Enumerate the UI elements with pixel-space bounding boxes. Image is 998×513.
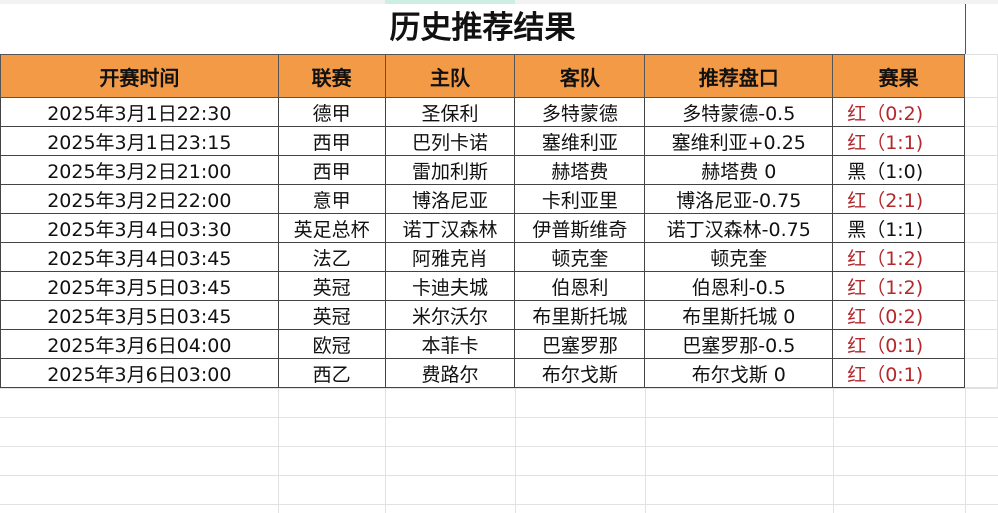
grid-line xyxy=(515,388,516,513)
cell-time[interactable]: 2025年3月1日22:30 xyxy=(0,97,279,127)
cell-result[interactable]: 红（1:1) xyxy=(832,126,966,156)
cell-result[interactable]: 红（0:1) xyxy=(832,358,966,388)
empty-cell[interactable] xyxy=(964,54,998,98)
cell-home[interactable]: 卡迪夫城 xyxy=(384,271,516,301)
cell-time[interactable]: 2025年3月5日03:45 xyxy=(0,271,279,301)
empty-cell[interactable] xyxy=(964,329,998,359)
empty-cell[interactable] xyxy=(964,242,998,272)
empty-grid xyxy=(0,388,998,513)
cell-league[interactable]: 西乙 xyxy=(277,358,386,388)
table-row: 2025年3月6日04:00 欧冠 本菲卡 巴塞罗那 巴塞罗那-0.5 红（0:1) xyxy=(0,329,998,359)
page-title: 历史推荐结果 xyxy=(0,4,966,54)
cell-league[interactable]: 法乙 xyxy=(277,242,386,272)
header-away[interactable]: 客队 xyxy=(514,54,646,98)
cell-league[interactable]: 英足总杯 xyxy=(277,213,386,243)
cell-result[interactable]: 红（1:2) xyxy=(832,242,966,272)
cell-time[interactable]: 2025年3月4日03:45 xyxy=(0,242,279,272)
cell-pick[interactable]: 多特蒙德-0.5 xyxy=(644,97,834,127)
cell-result[interactable]: 红（0:2) xyxy=(832,97,966,127)
cell-away[interactable]: 多特蒙德 xyxy=(514,97,646,127)
empty-cell[interactable] xyxy=(964,213,998,243)
table-row: 2025年3月1日22:30 德甲 圣保利 多特蒙德 多特蒙德-0.5 红（0:2) xyxy=(0,97,998,127)
cell-away[interactable]: 顿克奎 xyxy=(514,242,646,272)
cell-time[interactable]: 2025年3月6日03:00 xyxy=(0,358,279,388)
cell-home[interactable]: 阿雅克肖 xyxy=(384,242,516,272)
grid-line xyxy=(278,388,279,513)
header-pick[interactable]: 推荐盘口 xyxy=(644,54,834,98)
grid-line xyxy=(645,388,646,513)
empty-cell[interactable] xyxy=(964,97,998,127)
cell-league[interactable]: 欧冠 xyxy=(277,329,386,359)
cell-time[interactable]: 2025年3月5日03:45 xyxy=(0,300,279,330)
cell-league[interactable]: 西甲 xyxy=(277,126,386,156)
empty-cell[interactable] xyxy=(964,184,998,214)
header-row: 开赛时间 联赛 主队 客队 推荐盘口 赛果 xyxy=(0,54,998,98)
cell-league[interactable]: 西甲 xyxy=(277,155,386,185)
cell-time[interactable]: 2025年3月1日23:15 xyxy=(0,126,279,156)
cell-home[interactable]: 费路尔 xyxy=(384,358,516,388)
table-row: 2025年3月6日03:00 西乙 费路尔 布尔戈斯 布尔戈斯 0 红（0:1) xyxy=(0,358,998,388)
cell-pick[interactable]: 巴塞罗那-0.5 xyxy=(644,329,834,359)
cell-away[interactable]: 伊普斯维奇 xyxy=(514,213,646,243)
cell-home[interactable]: 巴列卡诺 xyxy=(384,126,516,156)
cell-result[interactable]: 黑（1:1) xyxy=(832,213,966,243)
cell-time[interactable]: 2025年3月2日21:00 xyxy=(0,155,279,185)
cell-home[interactable]: 米尔沃尔 xyxy=(384,300,516,330)
cell-away[interactable]: 卡利亚里 xyxy=(514,184,646,214)
table-row: 2025年3月2日22:00 意甲 博洛尼亚 卡利亚里 博洛尼亚-0.75 红（2:1) xyxy=(0,184,998,214)
header-result[interactable]: 赛果 xyxy=(832,54,966,98)
cell-away[interactable]: 伯恩利 xyxy=(514,271,646,301)
empty-cell[interactable] xyxy=(964,126,998,156)
table-row: 2025年3月4日03:30 英足总杯 诺丁汉森林 伊普斯维奇 诺丁汉森林-0.75 黑（… xyxy=(0,213,998,243)
cell-pick[interactable]: 塞维利亚+0.25 xyxy=(644,126,834,156)
cell-away[interactable]: 布尔戈斯 xyxy=(514,358,646,388)
cell-pick[interactable]: 诺丁汉森林-0.75 xyxy=(644,213,834,243)
cell-home[interactable]: 博洛尼亚 xyxy=(384,184,516,214)
table-row: 2025年3月4日03:45 法乙 阿雅克肖 顿克奎 顿克奎 红（1:2) xyxy=(0,242,998,272)
table-row: 2025年3月5日03:45 英冠 米尔沃尔 布里斯托城 布里斯托城 0 红（0:2) xyxy=(0,300,998,330)
empty-cell[interactable] xyxy=(964,358,998,388)
grid-line xyxy=(385,388,386,513)
cell-result[interactable]: 红（0:2) xyxy=(832,300,966,330)
cell-league[interactable]: 意甲 xyxy=(277,184,386,214)
cell-result[interactable]: 黑（1:0) xyxy=(832,155,966,185)
table-row: 2025年3月5日03:45 英冠 卡迪夫城 伯恩利 伯恩利-0.5 红（1:2) xyxy=(0,271,998,301)
table-row: 2025年3月2日21:00 西甲 雷加利斯 赫塔费 赫塔费 0 黑（1:0) xyxy=(0,155,998,185)
cell-result[interactable]: 红（2:1) xyxy=(832,184,966,214)
empty-cell[interactable] xyxy=(964,271,998,301)
grid-line xyxy=(965,388,966,513)
cell-home[interactable]: 本菲卡 xyxy=(384,329,516,359)
cell-league[interactable]: 英冠 xyxy=(277,271,386,301)
cell-time[interactable]: 2025年3月6日04:00 xyxy=(0,329,279,359)
cell-home[interactable]: 诺丁汉森林 xyxy=(384,213,516,243)
cell-pick[interactable]: 伯恩利-0.5 xyxy=(644,271,834,301)
grid-line xyxy=(833,388,834,513)
cell-pick[interactable]: 布尔戈斯 0 xyxy=(644,358,834,388)
header-league[interactable]: 联赛 xyxy=(277,54,386,98)
selected-cell-indicator xyxy=(385,0,515,4)
cell-league[interactable]: 德甲 xyxy=(277,97,386,127)
header-home[interactable]: 主队 xyxy=(384,54,516,98)
cell-result[interactable]: 红（0:1) xyxy=(832,329,966,359)
cell-home[interactable]: 雷加利斯 xyxy=(384,155,516,185)
empty-cell[interactable] xyxy=(964,300,998,330)
cell-away[interactable]: 塞维利亚 xyxy=(514,126,646,156)
cell-away[interactable]: 巴塞罗那 xyxy=(514,329,646,359)
results-table: 开赛时间 联赛 主队 客队 推荐盘口 赛果 2025年3月1日22:30 德甲 圣保… xyxy=(0,54,998,388)
cell-pick[interactable]: 布里斯托城 0 xyxy=(644,300,834,330)
cell-league[interactable]: 英冠 xyxy=(277,300,386,330)
table-row: 2025年3月1日23:15 西甲 巴列卡诺 塞维利亚 塞维利亚+0.25 红（1:1) xyxy=(0,126,998,156)
cell-home[interactable]: 圣保利 xyxy=(384,97,516,127)
cell-pick[interactable]: 博洛尼亚-0.75 xyxy=(644,184,834,214)
header-time[interactable]: 开赛时间 xyxy=(0,54,279,98)
cell-time[interactable]: 2025年3月2日22:00 xyxy=(0,184,279,214)
cell-away[interactable]: 赫塔费 xyxy=(514,155,646,185)
empty-cell[interactable] xyxy=(964,155,998,185)
cell-time[interactable]: 2025年3月4日03:30 xyxy=(0,213,279,243)
cell-pick[interactable]: 顿克奎 xyxy=(644,242,834,272)
cell-pick[interactable]: 赫塔费 0 xyxy=(644,155,834,185)
cell-away[interactable]: 布里斯托城 xyxy=(514,300,646,330)
cell-result[interactable]: 红（1:2) xyxy=(832,271,966,301)
